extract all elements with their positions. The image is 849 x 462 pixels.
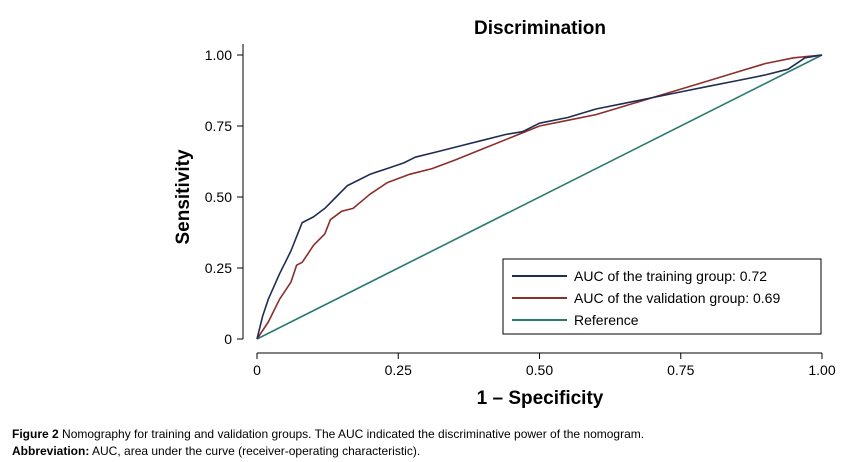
series-line-2: [256, 54, 823, 340]
x-tick-label: 1.00: [808, 362, 835, 378]
series-line-1: [256, 54, 823, 340]
figure-caption: Figure 2 Nomography for training and val…: [12, 427, 644, 441]
x-tick-label: 0.25: [385, 362, 412, 378]
legend-box: [502, 258, 822, 335]
figure-label: Figure 2: [12, 427, 59, 441]
y-axis-title: Sensitivity: [173, 149, 194, 244]
abbreviation-text: AUC, area under the curve (receiver-oper…: [89, 444, 421, 458]
abbreviation-caption: Abbreviation: AUC, area under the curve …: [12, 444, 420, 458]
y-tick-label: 0.50: [205, 189, 232, 205]
y-tick-label: 0.25: [205, 260, 232, 276]
legend-label: Reference: [574, 312, 639, 328]
x-tick-label: 0.50: [526, 362, 553, 378]
abbreviation-label: Abbreviation:: [12, 444, 90, 458]
legend-label: AUC of the training group: 0.72: [574, 268, 767, 284]
x-tick-label: 0.75: [667, 362, 694, 378]
roc-chart: Discrimination 0 0.25 0.50 0.75 1.00 0 0.25 0.…: [173, 18, 836, 409]
series-line-0: [256, 54, 823, 340]
chart-title: Discrimination: [474, 18, 606, 39]
plot-area: [256, 54, 823, 340]
x-tick-label: 0: [253, 362, 261, 378]
y-tick-label: 0.75: [205, 118, 232, 134]
x-axis-title: 1 – Specificity: [477, 388, 604, 409]
figure-caption-text: Nomography for training and validation g…: [58, 427, 645, 441]
y-ticks: 0 0.25 0.50 0.75 1.00: [205, 47, 243, 347]
legend-label: AUC of the validation group: 0.69: [574, 290, 780, 306]
legend: AUC of the training group: 0.72 AUC of th…: [502, 258, 822, 335]
y-tick-label: 0: [224, 331, 232, 347]
x-ticks: 0 0.25 0.50 0.75 1.00: [253, 353, 836, 378]
y-tick-label: 1.00: [205, 47, 232, 63]
